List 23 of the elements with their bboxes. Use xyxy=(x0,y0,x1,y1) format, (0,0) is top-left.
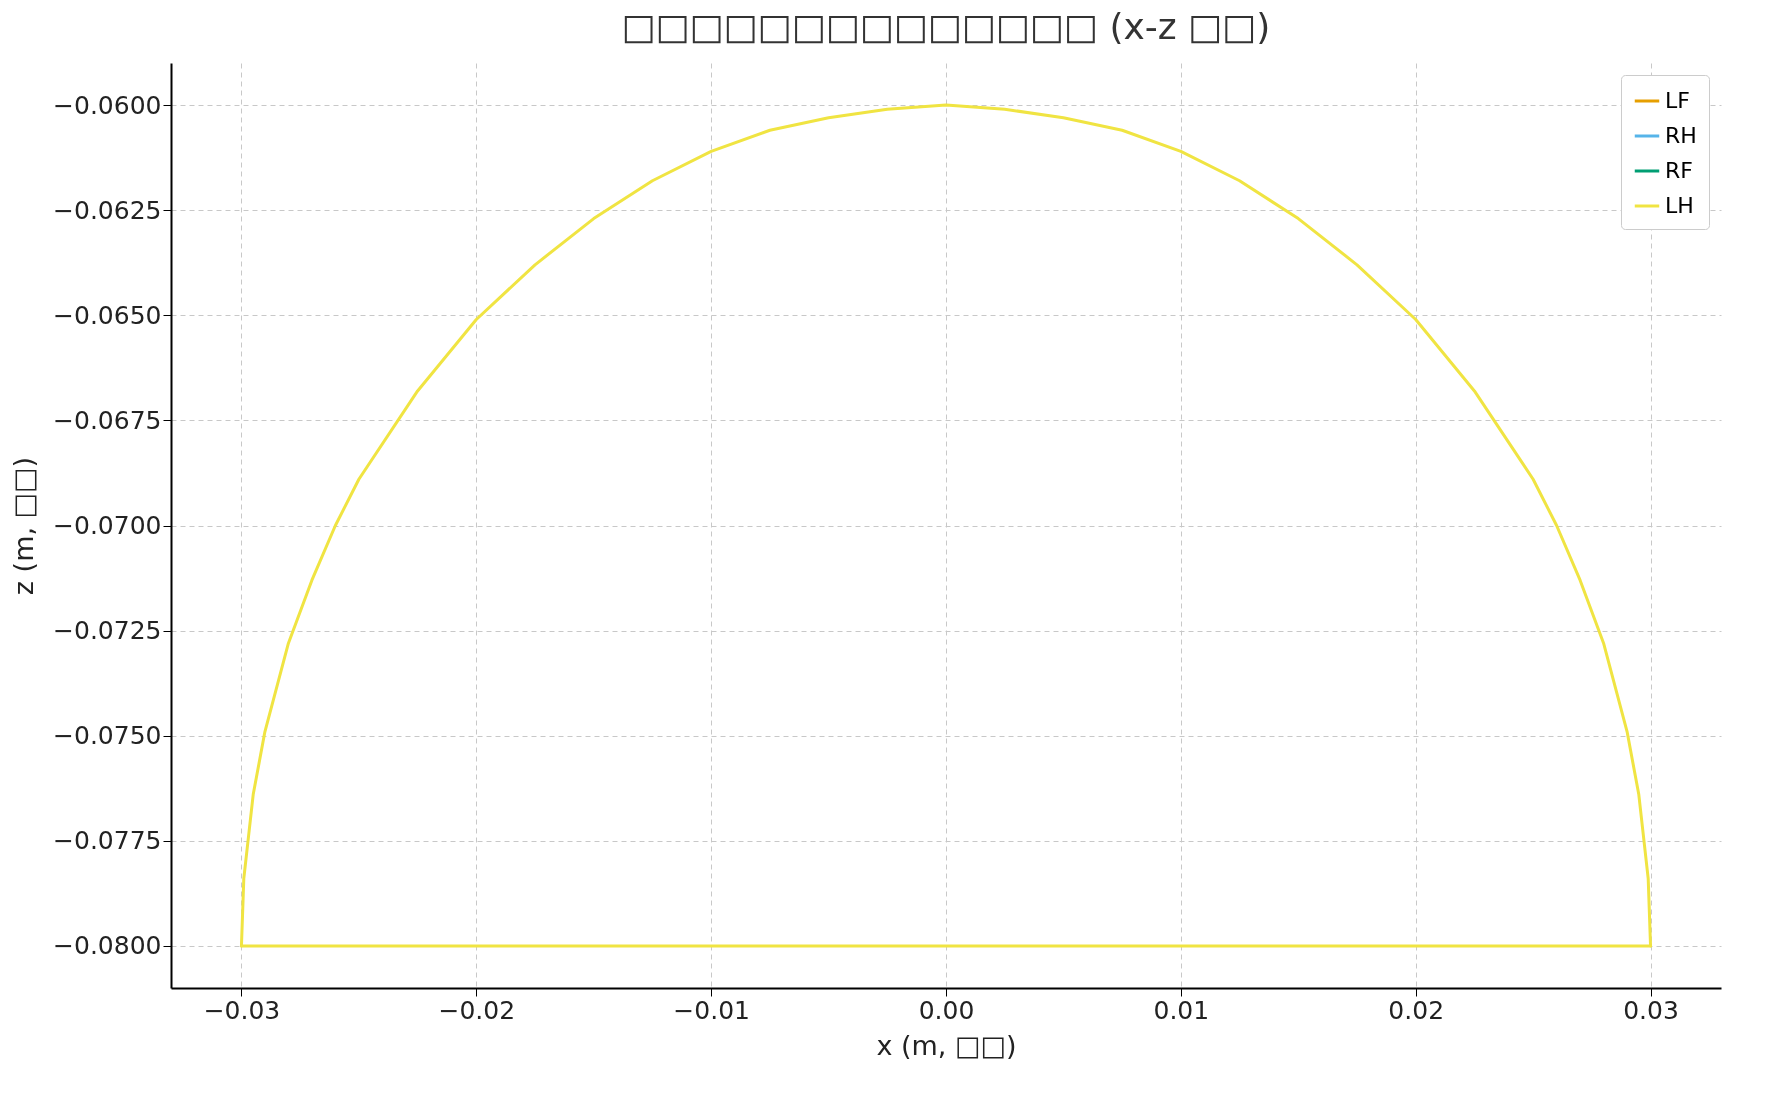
legend-label: LF xyxy=(1665,88,1690,113)
y-tick-label: −0.0600 xyxy=(53,90,162,120)
y-tick-label: −0.0800 xyxy=(53,931,162,961)
x-tick-label: −0.01 xyxy=(673,995,750,1025)
x-axis-title: x (m, □□) xyxy=(876,1029,1017,1061)
x-tick-label: 0.02 xyxy=(1388,995,1445,1025)
y-tick-label: −0.0775 xyxy=(53,826,162,856)
y-tick-label: −0.0725 xyxy=(53,616,162,646)
x-tick-label: 0.03 xyxy=(1623,995,1679,1025)
x-tick-label: −0.03 xyxy=(203,995,281,1025)
chart-title: □□□□□□□□□□□□□□ (x-z □□) xyxy=(621,6,1271,47)
x-tick-label: −0.02 xyxy=(438,995,516,1025)
y-tick-label: −0.0625 xyxy=(53,195,162,225)
legend-label: LH xyxy=(1665,193,1694,218)
x-tick-label: 0.00 xyxy=(918,995,975,1025)
y-tick-label: −0.0650 xyxy=(53,300,162,330)
legend-label: RF xyxy=(1665,158,1693,183)
x-tick-label: 0.01 xyxy=(1153,995,1210,1025)
y-axis-title: z (m, □□) xyxy=(8,456,40,596)
y-tick-label: −0.0750 xyxy=(53,721,162,751)
y-tick-label: −0.0700 xyxy=(53,511,162,540)
y-tick-label: −0.0675 xyxy=(53,405,162,435)
legend-label: RH xyxy=(1665,123,1697,148)
